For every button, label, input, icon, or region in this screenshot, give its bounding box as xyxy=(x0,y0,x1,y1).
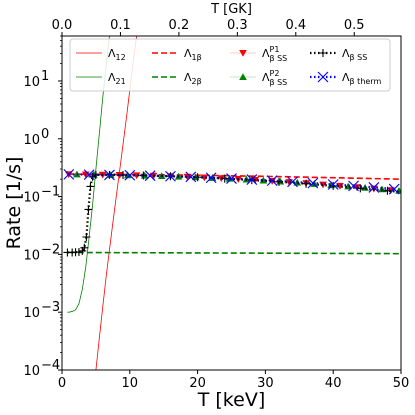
data-point xyxy=(266,175,278,186)
legend-label: Λ1β xyxy=(184,47,202,62)
legend-label: ΛP1 β SS xyxy=(262,45,287,63)
y-tick-exponent: 1 xyxy=(41,69,49,84)
legend-item-2: Λ1β xyxy=(152,47,202,62)
series-line xyxy=(68,251,401,255)
x-top-tick-label: 0.1 xyxy=(110,18,131,33)
legend-label: Λ12 xyxy=(108,47,126,62)
legend-item-4: ΛP1 β SS xyxy=(230,45,287,63)
legend-item-1: Λ21 xyxy=(76,71,126,86)
data-point xyxy=(104,169,115,181)
data-point xyxy=(259,176,268,184)
data-point xyxy=(82,232,91,241)
y-tick-exponent: −4 xyxy=(41,358,60,373)
data-point xyxy=(388,183,400,195)
data-point xyxy=(348,180,359,192)
axes-layer: 0 10 20 30 40 500.0 0.1 0.2 0.3 0.4 0.510 −410 −310−… xyxy=(23,18,409,391)
series-1 xyxy=(67,36,110,313)
data-point xyxy=(63,169,75,180)
legend: Λ12 Λ1β ΛP1 β SS Λβ SS Λ21 Λ2β ΛP2 β SS Λβ therm xyxy=(69,38,391,92)
y-tick-label: 10 xyxy=(23,133,40,148)
x-top-tick-label: 0.2 xyxy=(169,18,190,33)
data-point xyxy=(205,172,217,184)
series-3 xyxy=(68,251,401,255)
x-tick-label: 40 xyxy=(325,376,342,391)
data-point xyxy=(368,182,380,193)
legend-item-6: Λβ SS xyxy=(310,47,367,62)
x-tick-label: 30 xyxy=(257,376,274,391)
data-point xyxy=(353,184,361,192)
x-tick-label: 20 xyxy=(189,376,206,391)
data-point xyxy=(239,73,247,80)
x-tick-label: 0 xyxy=(58,376,66,391)
series-line xyxy=(67,36,110,313)
y-tick-exponent: −3 xyxy=(41,300,60,315)
data-point xyxy=(80,243,89,252)
plot-area xyxy=(62,36,401,370)
y-tick-label: 10 xyxy=(23,306,40,321)
data-point xyxy=(383,186,392,195)
x-top-tick-label: 0.3 xyxy=(227,18,248,33)
data-point xyxy=(124,169,136,181)
x-top-axis-title: T [GK] xyxy=(210,2,252,17)
legend-label: Λβ therm xyxy=(342,71,381,86)
x-tick-label: 50 xyxy=(393,376,410,391)
data-point xyxy=(165,170,176,182)
data-point xyxy=(329,181,338,190)
data-point xyxy=(226,173,237,184)
x-tick-label: 10 xyxy=(122,376,139,391)
data-point xyxy=(74,247,83,256)
x-top-tick-label: 0.4 xyxy=(285,18,306,33)
data-point xyxy=(327,179,339,190)
data-point xyxy=(185,171,197,183)
legend-item-7: Λβ therm xyxy=(310,71,381,86)
data-point xyxy=(307,177,319,189)
data-point xyxy=(83,169,95,180)
data-point xyxy=(84,205,93,214)
series-layer xyxy=(63,36,401,370)
series-line xyxy=(67,173,401,254)
legend-label: Λβ SS xyxy=(342,47,367,62)
legend-item-0: Λ12 xyxy=(76,47,126,62)
data-point xyxy=(239,50,247,57)
legend-item-5: ΛP2 β SS xyxy=(230,69,287,87)
data-point xyxy=(123,171,132,179)
data-point xyxy=(200,174,209,182)
legend-label: ΛP2 β SS xyxy=(262,69,287,87)
y-tick-label: 10 xyxy=(23,75,40,90)
y-axis-title: Rate [1/s] xyxy=(3,157,25,250)
data-point xyxy=(317,71,329,83)
x-top-tick-label: 0.0 xyxy=(52,18,73,33)
data-point xyxy=(287,176,298,188)
legend-item-3: Λ2β xyxy=(152,71,202,86)
data-point xyxy=(319,49,327,57)
data-point xyxy=(144,170,156,182)
data-point xyxy=(208,174,217,181)
data-point xyxy=(88,172,97,181)
data-point xyxy=(246,174,258,185)
data-point xyxy=(356,184,365,193)
x-top-tick-label: 0.5 xyxy=(344,18,365,33)
y-tick-exponent: 0 xyxy=(41,127,49,142)
y-tick-label: 10 xyxy=(23,248,40,263)
x-axis-title: T [keV] xyxy=(197,389,265,411)
series-7 xyxy=(63,169,400,195)
data-point xyxy=(86,182,95,191)
plot-background xyxy=(62,36,401,370)
legend-label: Λ21 xyxy=(108,71,126,86)
plot-frame xyxy=(61,35,402,371)
legend-label: Λ2β xyxy=(184,71,202,86)
y-tick-label: 10 xyxy=(23,364,40,379)
y-tick-exponent: −1 xyxy=(41,185,60,200)
y-tick-exponent: −2 xyxy=(41,242,60,257)
y-tick-label: 10 xyxy=(23,191,40,206)
data-point xyxy=(132,172,141,180)
